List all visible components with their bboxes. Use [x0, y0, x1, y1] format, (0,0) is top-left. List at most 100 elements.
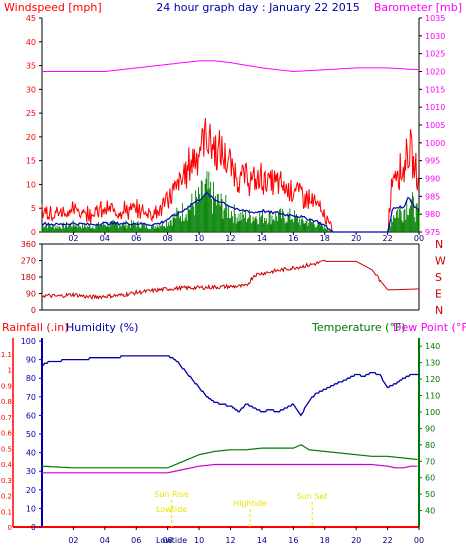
temperature-series: [41, 444, 418, 469]
wind-x-tick-label: 16: [288, 234, 298, 243]
temperature-tick-label: 80: [425, 441, 435, 450]
humidity-series: [42, 355, 419, 417]
barometer-tick-label: 1005: [425, 121, 445, 130]
humidity-tick-label: 60: [26, 411, 36, 420]
temperature-tick-label: 100: [425, 408, 440, 417]
direction-y-tick-label: 0: [31, 306, 36, 315]
wind-x-tick-label: 06: [131, 234, 141, 243]
humidity-tick-label: 30: [26, 467, 36, 476]
barometer-tick-label: 985: [425, 192, 440, 201]
event-label: Lowtide: [156, 505, 187, 514]
compass-label: W: [435, 255, 446, 268]
event-label: Hightide: [233, 499, 267, 508]
compass-label: N: [435, 238, 443, 251]
wind-speed-series: [41, 192, 418, 233]
compass-label: N: [435, 304, 443, 317]
barometer-tick-label: 980: [425, 210, 440, 219]
barometer-tick-label: 1000: [425, 139, 445, 148]
rain-tick-label: 0.8: [1, 398, 12, 406]
rain-tick-label: 0.1: [1, 508, 12, 516]
direction-y-tick-label: 180: [21, 273, 36, 282]
weather-x-tick-label: 04: [100, 536, 110, 545]
temperature-tick-label: 50: [425, 490, 435, 499]
temperature-tick-label: 40: [425, 507, 435, 516]
rain-tick-label: 0.4: [1, 461, 13, 469]
direction-y-tick-label: 90: [26, 290, 36, 299]
barometer-tick-label: 1010: [425, 103, 445, 112]
weather-x-tick-label: 08: [163, 536, 173, 545]
wind-gust-series: [41, 117, 419, 233]
direction-y-tick-label: 360: [21, 240, 36, 249]
barometer-tick-label: 995: [425, 157, 440, 166]
wind-y-tick-label: 15: [26, 157, 36, 166]
humidity-tick-label: 50: [26, 430, 36, 439]
wind-x-tick-label: 04: [100, 234, 110, 243]
weather-x-tick-label: 20: [351, 536, 361, 545]
humidity-tick-label: 10: [26, 504, 36, 513]
wind-x-tick-label: 08: [163, 234, 173, 243]
lowtide-axis-label: Lowtide: [156, 536, 187, 545]
compass-label: E: [435, 288, 442, 301]
humidity-tick-label: 20: [26, 486, 36, 495]
temperature-tick-label: 90: [425, 424, 435, 433]
barometer-tick-label: 1015: [425, 85, 445, 94]
wind-y-tick-label: 10: [26, 180, 36, 189]
rain-tick-label: 0.6: [1, 430, 13, 438]
wind-x-tick-label: 10: [194, 234, 204, 243]
barometer-tick-label: 1030: [425, 32, 445, 41]
wind-y-tick-label: 0: [31, 228, 36, 237]
rain-tick-label: 0: [8, 524, 12, 532]
temperature-tick-label: 110: [425, 392, 440, 401]
dewpoint-axis-title: Dew Point (°F): [393, 321, 466, 334]
temperature-tick-label: 130: [425, 359, 440, 368]
wind-x-tick-label: 14: [257, 234, 267, 243]
weather-x-tick-label: 12: [225, 536, 235, 545]
humidity-tick-label: 80: [26, 374, 36, 383]
rain-tick-label: 0.7: [1, 414, 12, 422]
dewpoint-series: [42, 463, 418, 474]
temperature-tick-label: 120: [425, 375, 440, 384]
rain-tick-label: 0.5: [1, 445, 12, 453]
barometer-axis-title: Barometer [mb]: [374, 1, 462, 14]
weather-x-tick-label: 22: [382, 536, 392, 545]
rain-tick-label: 1.1: [1, 351, 12, 359]
barometer-tick-label: 975: [425, 228, 440, 237]
rain-tick-label: 0.3: [1, 477, 12, 485]
rain-tick-label: 1: [8, 367, 12, 375]
wind-y-tick-label: 25: [26, 109, 36, 118]
wind-y-tick-label: 40: [26, 38, 36, 47]
barometer-tick-label: 1020: [425, 68, 445, 77]
wind-x-tick-label: 22: [382, 234, 392, 243]
weather-x-tick-label: 06: [131, 536, 141, 545]
wind-y-tick-label: 5: [31, 204, 36, 213]
rainfall-axis-title: Rainfall (.in): [2, 321, 69, 334]
barometer-tick-label: 1035: [425, 14, 445, 23]
wind-axis-title: Windspeed [mph]: [4, 1, 102, 14]
temperature-tick-label: 70: [425, 457, 435, 466]
weather-x-tick-label: 10: [194, 536, 204, 545]
direction-y-tick-label: 270: [21, 257, 36, 266]
barometer-tick-label: 1025: [425, 50, 445, 59]
event-label: Sun Set: [297, 492, 328, 501]
wind-y-tick-label: 35: [26, 62, 36, 71]
weather-x-tick-label: 16: [288, 536, 298, 545]
humidity-axis-title: Humidity (%): [66, 321, 138, 334]
wind-direction-series: [41, 259, 419, 300]
barometer-tick-label: 990: [425, 175, 440, 184]
humidity-tick-label: 90: [26, 356, 36, 365]
wind-y-tick-label: 45: [26, 14, 36, 23]
temperature-tick-label: 140: [425, 342, 440, 351]
chart-title: 24 hour graph day : January 22 2015: [156, 1, 360, 14]
rain-tick-label: 0.2: [1, 493, 12, 501]
temperature-tick-label: 60: [425, 474, 435, 483]
humidity-tick-label: 100: [21, 337, 36, 346]
wind-x-tick-label: 12: [225, 234, 235, 243]
weather-x-tick-label: 18: [320, 536, 330, 545]
rain-tick-label: 0.9: [1, 382, 12, 390]
wind-x-tick-label: 00: [414, 234, 424, 243]
compass-label: S: [435, 271, 442, 284]
humidity-tick-label: 70: [26, 393, 36, 402]
humidity-tick-label: 0: [31, 523, 36, 532]
temperature-axis-title: Temperature (°F): [311, 321, 406, 334]
